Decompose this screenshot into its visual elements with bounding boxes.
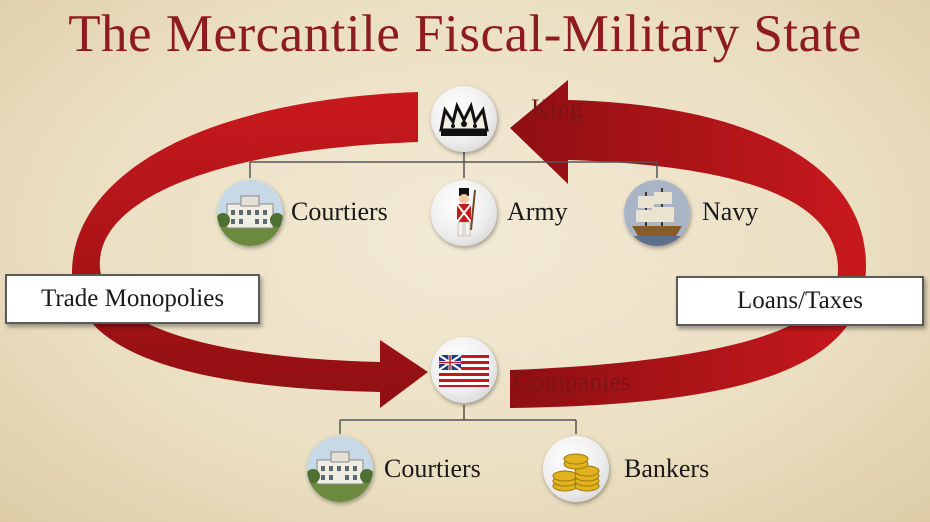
companies-node <box>431 337 497 403</box>
trade-monopolies-box: Trade Monopolies <box>5 274 260 324</box>
army-node <box>431 180 497 246</box>
ship-icon <box>624 180 690 246</box>
navy-label: Navy <box>702 197 759 226</box>
army-label: Army <box>507 197 568 226</box>
king-node <box>431 86 497 152</box>
right-cycle-arrow <box>510 80 867 408</box>
courtiers-top-label: Courtiers <box>291 197 388 226</box>
navy-node <box>624 180 690 246</box>
crown-icon <box>439 101 489 136</box>
flag-icon <box>438 354 489 387</box>
hierarchy-lines <box>249 150 658 434</box>
king-label: King <box>531 94 583 123</box>
soldier-icon <box>456 188 476 237</box>
page-title: The Mercantile Fiscal-Military State <box>68 5 862 63</box>
courtiers-top-node <box>217 180 283 246</box>
courtiers-bottom-label: Courtiers <box>384 454 481 483</box>
loans-taxes-box: Loans/Taxes <box>676 276 924 326</box>
bankers-node <box>543 436 609 502</box>
left-cycle-arrow <box>71 92 428 408</box>
coins-icon <box>552 453 600 492</box>
bankers-label: Bankers <box>624 454 710 483</box>
mansion-icon <box>217 180 283 246</box>
companies-label: Companies <box>514 367 631 396</box>
mansion-icon <box>307 436 373 502</box>
courtiers-bottom-node <box>307 436 373 502</box>
